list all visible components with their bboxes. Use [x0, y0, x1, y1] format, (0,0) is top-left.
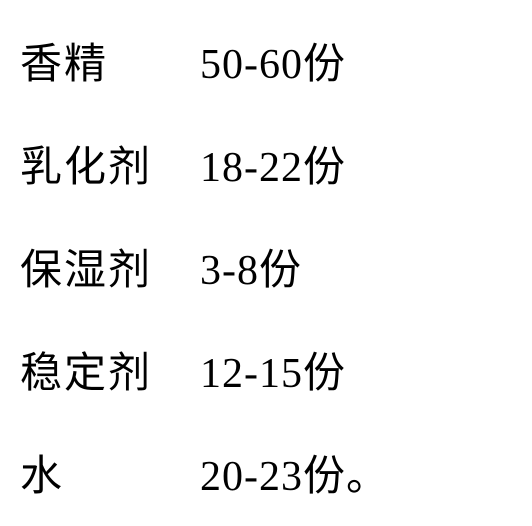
ingredient-name: 水 [20, 442, 200, 503]
table-row: 香精 50-60份 [20, 30, 512, 91]
table-row: 水 20-23份。 [20, 442, 512, 503]
ingredient-amount: 20-23份 [200, 442, 346, 503]
ingredient-amount: 50-60份 [200, 30, 346, 91]
ingredient-amount: 18-22份 [200, 133, 346, 194]
ingredient-name: 保湿剂 [20, 236, 200, 297]
ingredient-list: 香精 50-60份 乳化剂 18-22份 保湿剂 3-8份 稳定剂 12-15份… [20, 30, 512, 503]
table-row: 保湿剂 3-8份 [20, 236, 512, 297]
ingredient-name: 香精 [20, 30, 200, 91]
ingredient-name: 稳定剂 [20, 339, 200, 400]
ingredient-amount: 12-15份 [200, 339, 346, 400]
ingredient-name: 乳化剂 [20, 133, 200, 194]
table-row: 乳化剂 18-22份 [20, 133, 512, 194]
table-row: 稳定剂 12-15份 [20, 339, 512, 400]
ingredient-amount: 3-8份 [200, 236, 302, 297]
terminator-period: 。 [346, 442, 388, 503]
